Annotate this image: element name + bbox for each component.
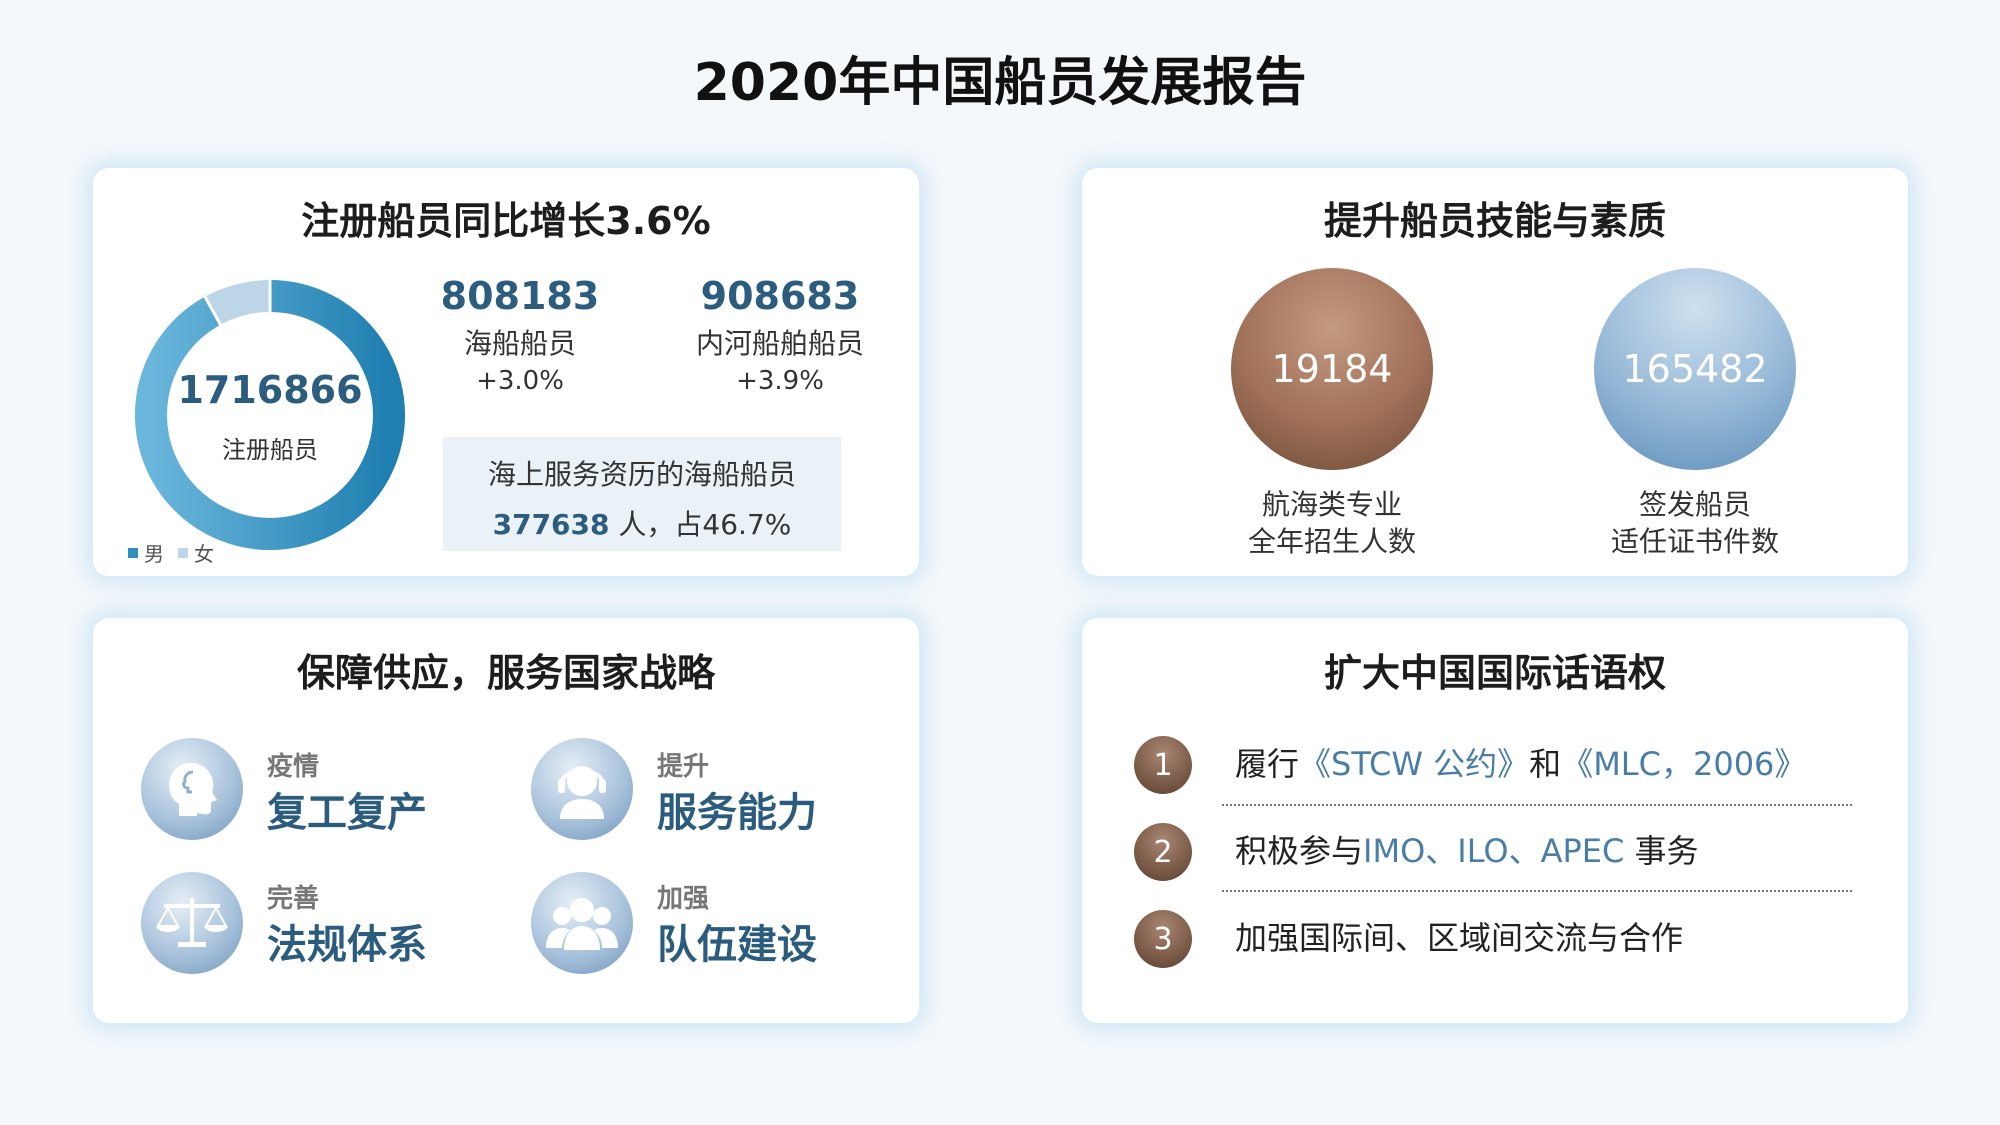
scales-icon bbox=[141, 872, 243, 974]
legend-label: 女 bbox=[194, 542, 214, 566]
enrollment-circle: 19184 bbox=[1231, 268, 1433, 470]
label-line: 适任证书件数 bbox=[1610, 525, 1779, 558]
sea-experience-value: 377638 bbox=[492, 508, 610, 541]
number-badge: 3 bbox=[1134, 910, 1192, 968]
item-small-label: 加强 bbox=[657, 884, 710, 914]
item-small-label: 完善 bbox=[267, 884, 320, 914]
number-badge: 1 bbox=[1134, 736, 1192, 794]
row-text: 履行 bbox=[1235, 745, 1300, 783]
number-badge: 2 bbox=[1134, 823, 1192, 881]
card-title: 注册船员同比增长3.6% bbox=[301, 199, 711, 243]
label-line: 签发船员 bbox=[1638, 488, 1751, 521]
row-text: 和 bbox=[1529, 745, 1562, 783]
item-small-label: 疫情 bbox=[267, 752, 320, 782]
row-highlight: IMO、ILO、APEC bbox=[1363, 832, 1625, 870]
enrollment-label: 航海类专业 全年招生人数 bbox=[1182, 486, 1482, 560]
stat-growth: +3.0% bbox=[476, 366, 564, 396]
legend-swatch bbox=[128, 547, 138, 558]
voice-row: 积极参与IMO、ILO、APEC 事务 bbox=[1235, 826, 1699, 872]
page-title: 2020年中国船员发展报告 bbox=[693, 53, 1307, 113]
international-voice-card: 扩大中国国际话语权 1 履行《STCW 公约》和《MLC，2006》 2 积极参… bbox=[1082, 618, 1908, 1023]
sea-experience-label: 海上服务资历的海船船员 bbox=[487, 458, 796, 491]
certificates-label: 签发船员 适任证书件数 bbox=[1545, 486, 1845, 560]
supply-strategy-card: 保障供应，服务国家战略 疫情 复工复产 提升 服务能力 完善 bbox=[93, 618, 919, 1023]
registered-crew-donut-chart: 1716866 注册船员 bbox=[135, 280, 405, 550]
total-crew-label: 注册船员 bbox=[222, 436, 318, 464]
crew-skills-card: 提升船员技能与素质 19184 航海类专业 全年招生人数 165482 签发船员… bbox=[1082, 168, 1908, 576]
donut-svg bbox=[135, 280, 405, 550]
sea-experience-suffix: 人，占46.7% bbox=[609, 508, 792, 541]
stat-label: 内河船舶船员 bbox=[695, 327, 864, 360]
label-line: 全年招生人数 bbox=[1247, 525, 1416, 558]
item-big-label: 复工复产 bbox=[267, 790, 427, 836]
row-text: 事务 bbox=[1624, 832, 1699, 870]
card-title: 保障供应，服务国家战略 bbox=[296, 651, 715, 695]
stat-growth: +3.9% bbox=[736, 366, 824, 396]
stat-label: 海船船员 bbox=[463, 327, 576, 360]
item-big-label: 队伍建设 bbox=[657, 922, 817, 968]
stat-value: 908683 bbox=[700, 274, 860, 318]
row-text: 加强国际间、区域间交流与合作 bbox=[1235, 919, 1684, 957]
legend-swatch bbox=[178, 547, 188, 558]
item-big-label: 法规体系 bbox=[267, 922, 427, 968]
head-profile-icon bbox=[141, 738, 243, 840]
donut-legend: 男 女 bbox=[128, 538, 214, 567]
sea-experience-box: 海上服务资历的海船船员 377638 人，占46.7% bbox=[443, 437, 841, 551]
label-line: 航海类专业 bbox=[1261, 488, 1402, 521]
row-divider bbox=[1222, 804, 1852, 806]
sea-experience-line: 377638 人，占46.7% bbox=[443, 503, 841, 543]
item-small-label: 提升 bbox=[657, 752, 710, 782]
enrollment-value: 19184 bbox=[1271, 347, 1393, 391]
row-divider bbox=[1222, 890, 1852, 892]
card-title: 提升船员技能与素质 bbox=[1323, 199, 1666, 243]
item-big-label: 服务能力 bbox=[657, 790, 817, 836]
legend-label: 男 bbox=[144, 542, 164, 566]
team-icon bbox=[531, 872, 633, 974]
voice-row: 加强国际间、区域间交流与合作 bbox=[1235, 913, 1683, 959]
voice-row: 履行《STCW 公约》和《MLC，2006》 bbox=[1235, 739, 1806, 785]
row-highlight: 《MLC，2006》 bbox=[1561, 745, 1807, 783]
registered-crew-card: 注册船员同比增长3.6% 1716866 注册船员 男 女 80 bbox=[93, 168, 919, 576]
inland-crew-stat: 908683 内河船舶船员 +3.9% bbox=[660, 274, 900, 396]
row-text: 积极参与 bbox=[1235, 832, 1364, 870]
donut-male-segment bbox=[135, 280, 405, 550]
sea-crew-stat: 808183 海船船员 +3.0% bbox=[400, 274, 640, 396]
total-crew-value: 1716866 bbox=[177, 368, 363, 412]
legend-item-male: 男 bbox=[128, 538, 164, 567]
certificates-value: 165482 bbox=[1622, 347, 1768, 391]
legend-item-female: 女 bbox=[178, 538, 214, 567]
card-title: 扩大中国国际话语权 bbox=[1323, 651, 1666, 695]
donut-separator bbox=[203, 295, 223, 328]
stat-value: 808183 bbox=[440, 274, 600, 318]
headset-user-icon bbox=[531, 738, 633, 840]
certificates-circle: 165482 bbox=[1594, 268, 1796, 470]
row-highlight: 《STCW 公约》 bbox=[1299, 745, 1530, 783]
